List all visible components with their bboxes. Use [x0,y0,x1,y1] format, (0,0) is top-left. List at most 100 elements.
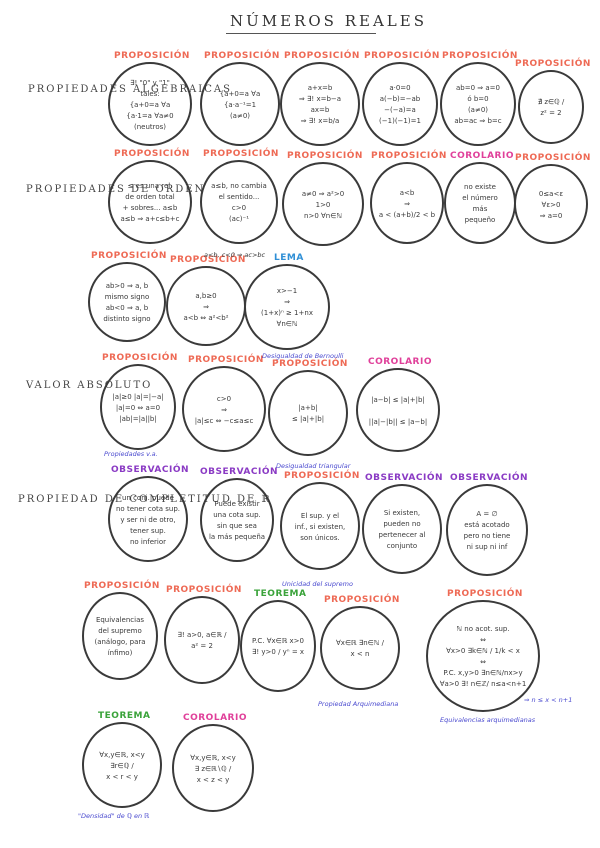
node-raiz-n-esima: P.C. ∀x∈ℝ x>0 ∃! y>0 / yⁿ = x TEOREMA [240,589,316,692]
node-content: ∀x,y∈ℝ, x<y ∃r∈ℚ / x < r < y [99,750,145,781]
node-unicidad-supremo: El sup. y el inf., si existen, son único… [280,471,360,570]
node-neutros: ∃! "0" y "1" tales: {a+0=a ∀a {a·1=a ∀a≠… [108,51,192,146]
node-label-proposicion: PROPOSICIÓN [272,359,348,369]
node-label-proposicion: PROPOSICIÓN [287,151,363,161]
node-obs-vacio: A = ∅ está acotado pero no tiene ni sup … [446,473,528,576]
node-content: no existe el número más pequeño [462,183,498,224]
note-propiedades-va: Propiedades v.a. [104,450,158,458]
node-label-proposicion: PROPOSICIÓN [166,585,242,595]
node-obs-cota-no-minima: Puede existir una cota sup. sin que sea … [200,467,278,562]
node-corolario-triangular: |a−b| ≤ |a|+|b| ||a|−|b|| ≤ |a−b| COROLAR… [356,357,440,452]
node-raiz-dos-irracional: ∄ z∈ℚ / z² = 2 PROPOSICIÓN [515,59,590,144]
node-label-corolario: COROLARIO [450,151,514,161]
node-label-observacion: OBSERVACIÓN [200,467,279,477]
node-content: a≤b, no cambia el sentido... c>0 (ac)⁻¹ [211,182,267,223]
node-content: Puede existir una cota sup. sin que sea … [208,500,266,541]
node-obs-cota-sup: un conj. puede no tener cota sup. y ser … [108,465,189,562]
node-orden-producto: a≤b, no cambia el sentido... c>0 (ac)⁻¹ P… [200,149,278,244]
node-cero-epsilon: 0≤a<ε ∀ε>0 ⇒ a=0 PROPOSICIÓN [514,153,590,244]
node-label-teorema: TEOREMA [254,589,307,599]
node-valor-absoluto-props: |a|≥0 |a|=|−a| |a|=0 ⇔ a=0 |ab|=|a||b| PR… [100,353,177,450]
node-equivalencias-arquimedianas: ℕ no acot. sup. ⇔ ∀x>0 ∃k∈ℕ / 1/k < x ⇔ … [426,589,540,712]
node-producto-cero-signos: a·0=0 a(−b)=−ab −(−a)=a (−1)(−1)=1 PROPOS… [362,51,439,146]
node-acotacion-valor-abs: c>0 ⇒ |a|≤c ⇔ −c≤a≤c PROPOSICIÓN [182,355,266,452]
note-equivalencias-arquimedianas: Equivalencias arquimedianas [440,716,536,724]
node-content: a<b ⇒ a < (a+b)/2 < b [378,188,436,219]
node-label-proposicion: PROPOSICIÓN [204,51,280,61]
node-ecuaciones: a+x=b ⇒ ∃! x=b−a ax=b ⇒ ∃! x=b/a PROPOSIC… [280,51,360,146]
node-obs-pertenencia: Si existen, pueden no pertenecer al conj… [362,473,443,574]
node-content: x>−1 ⇒ (1+x)ⁿ ≥ 1+nx ∀n∈ℕ [261,287,313,328]
node-label-proposicion: PROPOSICIÓN [203,149,279,159]
node-content: ab>0 ⇒ a, b mismo signo ab<0 ⇒ a, b dist… [103,282,151,323]
node-content: ≤ es una rel. de orden total + sobres...… [120,182,180,223]
node-content: ∀x∈ℝ ∃n∈ℕ / x < n [336,639,384,658]
node-content: a≠0 ⇒ a²>0 1>0 n>0 ∀n∈ℕ [301,189,345,220]
title-underline [226,33,376,34]
node-equivalencias-supremo: Equivalencias del supremo (análogo, para… [82,581,159,680]
node-content: |a+b| ≤ |a|+|b| [291,404,325,423]
node-content: Si existen, pueden no pertenecer al conj… [378,509,426,550]
node-label-proposicion: PROPOSICIÓN [324,595,400,605]
node-content: ab=0 ⇒ a=0 ó b=0 (a≠0) ab=ac ⇒ b=c [454,84,502,125]
node-cuadrados-monotonos: a,b≥0 ⇒ a<b ⇔ a²<b² PROPOSICIÓN [166,255,246,346]
node-label-proposicion: PROPOSICIÓN [371,151,447,161]
node-label-observacion: OBSERVACIÓN [450,473,529,483]
note-bernoulli: Desigualdad de Bernoulli [262,352,344,360]
node-cuadrado-positivo: a≠0 ⇒ a²>0 1>0 n>0 ∀n∈ℕ PROPOSICIÓN [282,151,364,246]
node-densidad-racionales: ∀x,y∈ℝ, x<y ∃r∈ℚ / x < r < y TEOREMA [82,711,162,808]
node-no-mas-pequeno: no existe el número más pequeño COROLARIO [444,151,516,244]
node-divisores-cero: ab=0 ⇒ a=0 ó b=0 (a≠0) ab=ac ⇒ b=c PROPOS… [440,51,517,146]
node-arquimediana: ∀x∈ℝ ∃n∈ℕ / x < n PROPOSICIÓN [320,595,400,690]
page-title: NÚMEROS REALES [230,12,427,30]
section-valor-absoluto: VALOR ABSOLUTO [26,380,153,391]
node-label-lema: LEMA [274,253,304,263]
note-unicidad-supremo: Unicidad del supremo [282,580,353,588]
note-propiedad-arquimediana: Propiedad Arquimediana [318,700,399,708]
node-label-observacion: OBSERVACIÓN [365,473,444,483]
node-orden-total: ≤ es una rel. de orden total + sobres...… [108,149,192,244]
node-desigualdad-triangular: |a+b| ≤ |a|+|b| PROPOSICIÓN [268,359,348,456]
node-label-proposicion: PROPOSICIÓN [102,353,178,363]
node-content: A = ∅ está acotado pero no tiene ni sup … [463,510,511,551]
node-content: Equivalencias del supremo (análogo, para… [94,616,146,657]
node-content: |a−b| ≤ |a|+|b| ||a|−|b|| ≤ |a−b| [368,395,428,426]
node-label-proposicion: PROPOSICIÓN [284,51,360,61]
node-label-proposicion: PROPOSICIÓN [364,51,440,61]
node-signo-producto: ab>0 ⇒ a, b mismo signo ab<0 ⇒ a, b dist… [88,251,166,342]
node-label-proposicion: PROPOSICIÓN [188,355,264,365]
node-label-proposicion: PROPOSICIÓN [284,471,360,481]
note-densidad: "Densidad" de ℚ en ℝ [78,812,150,820]
node-content: {a+0=a ∀a {a·a⁻¹=1 (a≠0) [219,89,261,120]
node-content: a,b≥0 ⇒ a<b ⇔ a²<b² [183,291,229,322]
note-parte-entera: ⇒ n ≤ x < n+1 [524,696,573,704]
node-inversos: {a+0=a ∀a {a·a⁻¹=1 (a≠0) PROPOSICIÓN [200,51,280,146]
node-label-proposicion: PROPOSICIÓN [170,255,246,265]
node-label-proposicion: PROPOSICIÓN [91,251,167,261]
node-label-proposicion: PROPOSICIÓN [515,59,591,69]
node-label-proposicion: PROPOSICIÓN [114,51,190,61]
node-label-proposicion: PROPOSICIÓN [515,153,591,163]
node-content: ∀x,y∈ℝ, x<y ∃ z∈ℝ∖ℚ / x < z < y [190,753,236,784]
node-label-corolario: COROLARIO [183,713,247,723]
node-label-proposicion: PROPOSICIÓN [84,581,160,591]
node-bernoulli: x>−1 ⇒ (1+x)ⁿ ≥ 1+nx ∀n∈ℕ LEMA [244,253,330,350]
note-orden-negativo: a<b, c<0 ⇒ ac>bc [204,251,266,259]
node-content: El sup. y el inf., si existen, son único… [294,511,346,542]
node-content: c>0 ⇒ |a|≤c ⇔ −c≤a≤c [194,394,254,425]
node-label-corolario: COROLARIO [368,357,432,367]
node-content: 0≤a<ε ∀ε>0 ⇒ a=0 [538,189,564,220]
node-content: a·0=0 a(−b)=−ab −(−a)=a (−1)(−1)=1 [379,84,421,125]
node-content: ℕ no acot. sup. ⇔ ∀x>0 ∃k∈ℕ / 1/k < x ⇔ … [439,625,527,688]
node-content: un conj. puede no tener cota sup. y ser … [116,493,180,546]
node-content: P.C. ∀x∈ℝ x>0 ∃! y>0 / yⁿ = x [251,637,305,656]
node-existe-raiz-dos: ∃! a>0, a∈ℝ / a² = 2 PROPOSICIÓN [164,585,241,684]
node-punto-medio: a<b ⇒ a < (a+b)/2 < b PROPOSICIÓN [370,151,446,244]
node-content: ∃! "0" y "1" tales: {a+0=a ∀a {a·1=a ∀a≠… [126,78,174,131]
node-label-proposicion: PROPOSICIÓN [442,51,518,61]
node-densidad-irracionales: ∀x,y∈ℝ, x<y ∃ z∈ℝ∖ℚ / x < z < y COROLARIO [172,713,254,812]
node-label-observacion: OBSERVACIÓN [111,465,190,475]
node-content: a+x=b ⇒ ∃! x=b−a ax=b ⇒ ∃! x=b/a [298,84,342,125]
note-desigualdad-triangular: Desigualdad triangular [276,462,351,470]
